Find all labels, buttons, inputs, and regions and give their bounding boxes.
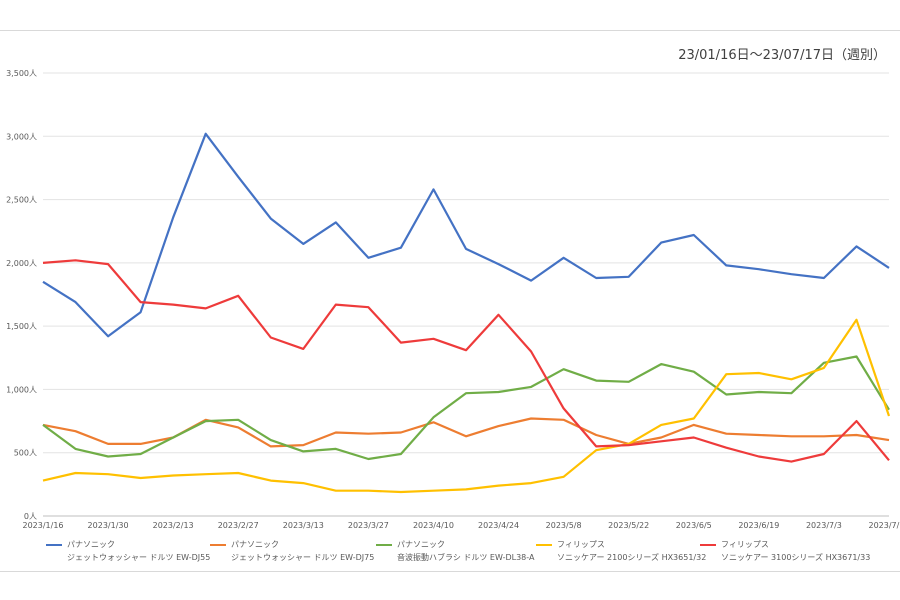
legend-item: パナソニックジェットウォッシャー ドルツ EW-DJ75 bbox=[210, 538, 374, 564]
legend-product-name: ジェットウォッシャー ドルツ EW-DJ55 bbox=[67, 553, 211, 562]
legend-product-name: ジェットウォッシャー ドルツ EW-DJ75 bbox=[231, 553, 375, 562]
legend-swatch bbox=[210, 543, 226, 546]
legend-series-name: パナソニック bbox=[67, 540, 115, 549]
y-tick-label: 3,000人 bbox=[6, 132, 37, 141]
legend-item: フィリップスソニッケアー 2100シリーズ HX3651/32 bbox=[536, 538, 706, 564]
x-tick-label: 2023/1/16 bbox=[22, 521, 63, 530]
x-tick-label: 2023/2/27 bbox=[218, 521, 259, 530]
x-tick-label: 2023/7/17 bbox=[868, 521, 900, 530]
x-tick-label: 2023/6/19 bbox=[738, 521, 779, 530]
legend-swatch bbox=[46, 543, 62, 546]
legend-product-name: ソニッケアー 2100シリーズ HX3651/32 bbox=[557, 553, 707, 562]
y-tick-label: 0人 bbox=[24, 512, 37, 521]
legend-swatch bbox=[536, 543, 552, 546]
x-tick-label: 2023/4/24 bbox=[478, 521, 519, 530]
legend-series-name: フィリップス bbox=[721, 540, 769, 549]
legend-product-name: 音波振動ハブラシ ドルツ EW-DL38-A bbox=[397, 553, 535, 562]
y-tick-label: 3,500人 bbox=[6, 69, 37, 78]
series-line-4 bbox=[42, 318, 891, 494]
x-axis-labels: 2023/1/16 2023/1/30 2023/2/13 2023/2/27 2023… bbox=[22, 521, 900, 530]
y-tick-label: 2,000人 bbox=[6, 259, 37, 268]
legend-item: パナソニック音波振動ハブラシ ドルツ EW-DL38-A bbox=[376, 538, 534, 564]
x-tick-label: 2023/3/13 bbox=[283, 521, 324, 530]
y-tick-label: 1,000人 bbox=[6, 385, 37, 394]
x-tick-label: 2023/7/3 bbox=[806, 521, 842, 530]
legend-swatch bbox=[376, 543, 392, 546]
series-line-5 bbox=[42, 259, 890, 463]
legend-item: フィリップスソニッケアー 3100シリーズ HX3671/33 bbox=[700, 538, 870, 564]
x-tick-label: 2023/5/8 bbox=[546, 521, 582, 530]
chart-frame bbox=[0, 30, 900, 572]
series-line-3 bbox=[42, 355, 890, 461]
x-tick-label: 2023/3/27 bbox=[348, 521, 389, 530]
x-tick-label: 2023/4/10 bbox=[413, 521, 454, 530]
legend-item: パナソニックジェットウォッシャー ドルツ EW-DJ55 bbox=[46, 538, 210, 564]
y-tick-label: 2,500人 bbox=[6, 196, 37, 205]
series-lines bbox=[42, 132, 891, 494]
legend-swatch bbox=[700, 543, 716, 546]
series-line-2 bbox=[42, 417, 890, 448]
legend-product-name: ソニッケアー 3100シリーズ HX3671/33 bbox=[721, 553, 871, 562]
x-tick-label: 2023/1/30 bbox=[88, 521, 129, 530]
y-axis-labels: 0人 500人 1,000人 1,500人 2,000人 2,500人 3,000人 3,50… bbox=[6, 69, 37, 521]
y-tick-label: 1,500人 bbox=[6, 322, 37, 331]
y-tick-label: 500人 bbox=[14, 449, 37, 458]
series-line-1 bbox=[42, 132, 890, 338]
x-tick-label: 2023/6/5 bbox=[676, 521, 712, 530]
chart-subtitle: 23/01/16日～23/07/17日（週別） bbox=[678, 48, 886, 63]
legend-series-name: パナソニック bbox=[231, 540, 279, 549]
x-tick-label: 2023/5/22 bbox=[608, 521, 649, 530]
gridlines bbox=[43, 72, 889, 517]
legend: パナソニック ジェットウォッシャー ドルツ EW-DJ55 パナソニック ジェットウォ… bbox=[46, 538, 896, 570]
x-tick-label: 2023/2/13 bbox=[153, 521, 194, 530]
legend-series-name: パナソニック bbox=[397, 540, 445, 549]
legend-series-name: フィリップス bbox=[557, 540, 605, 549]
